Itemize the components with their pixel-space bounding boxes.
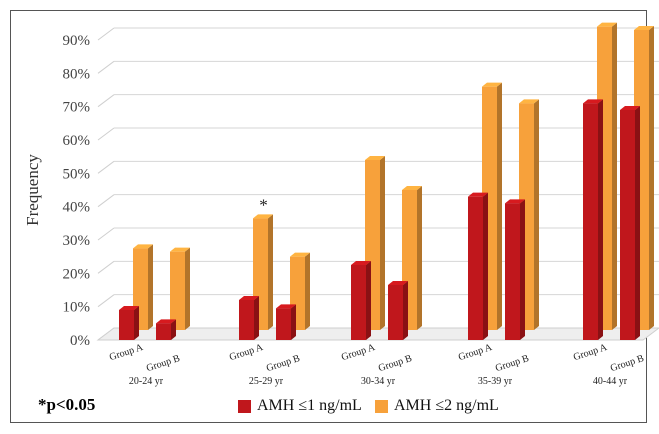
bar-s0-4044yr-groupa-side [598, 99, 603, 340]
bar-s0-4044yr-groupa-top [583, 99, 603, 104]
subgroup-label-1-1: Group B [265, 353, 302, 374]
subgroup-label-0-0: Group A [108, 342, 145, 363]
bar-s0-4044yr-groupa [583, 103, 598, 340]
y-tick-label-3: 30% [63, 233, 91, 249]
bar-s1-3034yr-groupa-top [365, 156, 385, 160]
bar-s0-2024yr-groupb-side [171, 319, 176, 340]
age-group-label-4: 40-44 yr [593, 376, 628, 387]
bar-s0-3034yr-groupa-side [366, 261, 371, 340]
legend-label-amh-1: AMH ≤1 ng/mL [257, 397, 362, 414]
bar-s0-2024yr-groupa [119, 310, 134, 340]
age-group-label-0: 20-24 yr [129, 376, 164, 387]
legend-swatch-amh-1 [238, 399, 251, 413]
legend-item-amh-2: AMH ≤2 ng/mL [375, 397, 499, 415]
age-group-label-1: 25-29 yr [249, 376, 284, 387]
bar-s0-4044yr-groupb-top [620, 106, 640, 110]
bar-s0-2529yr-groupb-side [291, 304, 296, 340]
bar-s1-2529yr-groupa-top [253, 214, 273, 219]
subgroup-label-4-0: Group A [572, 342, 609, 363]
bar-s1-2529yr-groupb-side [305, 252, 310, 330]
bar-s1-4044yr-groupa-top [597, 22, 617, 27]
bar-s0-2024yr-groupb [156, 323, 171, 340]
bar-s1-2024yr-groupa-side [148, 244, 153, 330]
age-group-label-2: 30-34 yr [361, 376, 396, 387]
subgroup-label-1-0: Group A [228, 342, 265, 363]
subgroup-label-3-0: Group A [457, 342, 494, 363]
annotation-asterisk-0: * [259, 195, 268, 214]
y-tick-label-9: 90% [63, 33, 91, 49]
grid-diag-2 [97, 260, 115, 274]
y-tick-label-1: 10% [63, 300, 91, 316]
age-group-label-3: 35-39 yr [478, 376, 513, 387]
grid-diag-7 [97, 94, 115, 108]
grid-diag-3 [97, 227, 115, 241]
bar-s1-3034yr-groupb-top [402, 186, 422, 190]
grid-diag-4 [97, 194, 115, 208]
bar-s1-2024yr-groupb [170, 251, 185, 330]
bar-s0-4044yr-groupb [620, 110, 635, 340]
legend-swatch-amh-2 [375, 399, 388, 413]
grid-diag-8 [97, 60, 115, 74]
grid-diag-9 [97, 27, 115, 41]
bar-s1-4044yr-groupa-side [612, 22, 617, 331]
bar-s1-3539yr-groupa-side [497, 82, 502, 331]
bar-s1-2024yr-groupa-top [133, 244, 153, 249]
bar-s1-4044yr-groupb-top [634, 26, 654, 30]
bar-s0-3034yr-groupa-top [351, 261, 371, 265]
grid-diag-6 [97, 127, 115, 141]
grid-diag-5 [97, 160, 115, 174]
bar-s0-4044yr-groupb-side [635, 106, 640, 340]
bar-s0-2024yr-groupa-top [119, 306, 139, 310]
bar-s1-2024yr-groupb-side [185, 247, 190, 330]
chart-frame [10, 10, 647, 423]
bar-s1-2529yr-groupb-top [290, 252, 310, 257]
y-tick-label-8: 80% [63, 66, 91, 82]
bar-s1-4044yr-groupb-side [649, 26, 654, 330]
bar-s1-3539yr-groupa-top [482, 82, 502, 87]
grid-diag-1 [97, 294, 115, 308]
y-tick-label-7: 70% [63, 100, 91, 116]
bar-s0-2529yr-groupb-top [276, 304, 296, 309]
legend-label-amh-2: AMH ≤2 ng/mL [394, 397, 499, 414]
y-tick-label-5: 50% [63, 166, 91, 182]
bar-s0-3539yr-groupa-top [468, 192, 488, 197]
bar-s0-2024yr-groupb-top [156, 319, 176, 324]
bar-s0-3034yr-groupb [388, 285, 403, 340]
bar-s0-3034yr-groupa [351, 265, 366, 340]
bar-s0-2529yr-groupa-top [239, 296, 259, 300]
subgroup-label-2-1: Group B [377, 353, 414, 374]
subgroup-label-2-0: Group A [340, 342, 377, 363]
bar-s1-3034yr-groupb-side [417, 186, 422, 330]
bar-s1-3539yr-groupb-side [534, 99, 539, 330]
bar-s0-2529yr-groupb [276, 308, 291, 340]
significance-note: *p<0.05 [38, 395, 96, 414]
y-tick-label-2: 20% [63, 266, 91, 282]
subgroup-label-3-1: Group B [494, 353, 531, 374]
legend-item-amh-1: AMH ≤1 ng/mL [238, 397, 362, 415]
bar-s1-3539yr-groupb-top [519, 99, 539, 104]
bar-s0-3539yr-groupa-side [483, 192, 488, 340]
bar-s1-2529yr-groupa-side [268, 214, 273, 330]
bar-s1-3034yr-groupa-side [380, 156, 385, 330]
bar-s0-3539yr-groupb-top [505, 199, 525, 204]
bar-s0-2529yr-groupa-side [254, 296, 259, 340]
bar-s0-2024yr-groupa-side [134, 306, 139, 340]
bar-s0-3539yr-groupb [505, 203, 520, 340]
bar-s0-2529yr-groupa [239, 300, 254, 340]
y-axis-label: Frequency [23, 154, 42, 226]
bar-s0-3034yr-groupb-top [388, 281, 408, 285]
subgroup-label-0-1: Group B [145, 353, 182, 374]
bar-s0-3539yr-groupa [468, 196, 483, 340]
y-tick-label-0: 0% [70, 333, 90, 349]
subgroup-label-4-1: Group B [609, 353, 646, 374]
y-tick-label-4: 40% [63, 200, 91, 216]
bar-s0-3539yr-groupb-side [520, 199, 525, 340]
bar-s0-3034yr-groupb-side [403, 281, 408, 340]
y-tick-label-6: 60% [63, 133, 91, 149]
bar-s1-2024yr-groupb-top [170, 247, 190, 252]
